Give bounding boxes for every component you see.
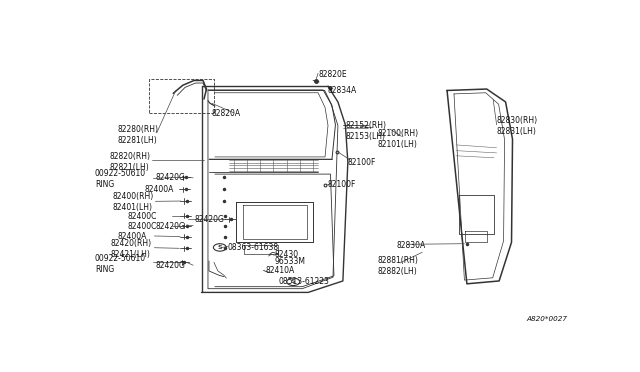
Text: 82152(RH)
82153(LH): 82152(RH) 82153(LH) [346, 121, 387, 141]
Text: 82820A: 82820A [211, 109, 241, 118]
Text: 82410A: 82410A [265, 266, 294, 275]
Text: 82400A: 82400A [117, 232, 147, 241]
Text: 08513-61223: 08513-61223 [278, 277, 329, 286]
Text: 82100F: 82100F [328, 180, 356, 189]
Text: 82400A: 82400A [145, 185, 174, 194]
Text: 82420G: 82420G [156, 261, 185, 270]
Text: 82100F: 82100F [348, 158, 376, 167]
Text: 82430: 82430 [275, 250, 299, 259]
Text: 82280(RH)
82281(LH): 82280(RH) 82281(LH) [117, 125, 158, 145]
Text: 82420G: 82420G [156, 173, 185, 182]
Text: 82100(RH)
82101(LH): 82100(RH) 82101(LH) [378, 129, 419, 149]
Text: 82820E: 82820E [318, 70, 347, 79]
Text: 82420(RH)
82421(LH): 82420(RH) 82421(LH) [111, 240, 152, 260]
Text: 82830(RH)
82831(LH): 82830(RH) 82831(LH) [497, 116, 538, 136]
Text: 82400C: 82400C [127, 212, 157, 221]
Text: 82830A: 82830A [396, 241, 426, 250]
Text: 08363-61638: 08363-61638 [228, 243, 279, 252]
Text: 82834A: 82834A [328, 86, 357, 95]
Text: 82420G: 82420G [194, 215, 224, 224]
Text: 00922-50610
RING: 00922-50610 RING [95, 169, 146, 189]
Text: 82420G: 82420G [156, 222, 185, 231]
Text: 82820(RH)
82821(LH): 82820(RH) 82821(LH) [110, 152, 151, 172]
Text: S: S [218, 245, 222, 250]
Text: S: S [291, 279, 296, 284]
Text: A820*0027: A820*0027 [526, 317, 567, 323]
Text: 82881(RH)
82882(LH): 82881(RH) 82882(LH) [378, 256, 419, 276]
Text: 82400C: 82400C [127, 222, 157, 231]
Text: 96533M: 96533M [275, 257, 306, 266]
Text: 00922-50610
RING: 00922-50610 RING [95, 254, 146, 274]
Text: 82400(RH)
82401(LH): 82400(RH) 82401(LH) [112, 192, 154, 212]
